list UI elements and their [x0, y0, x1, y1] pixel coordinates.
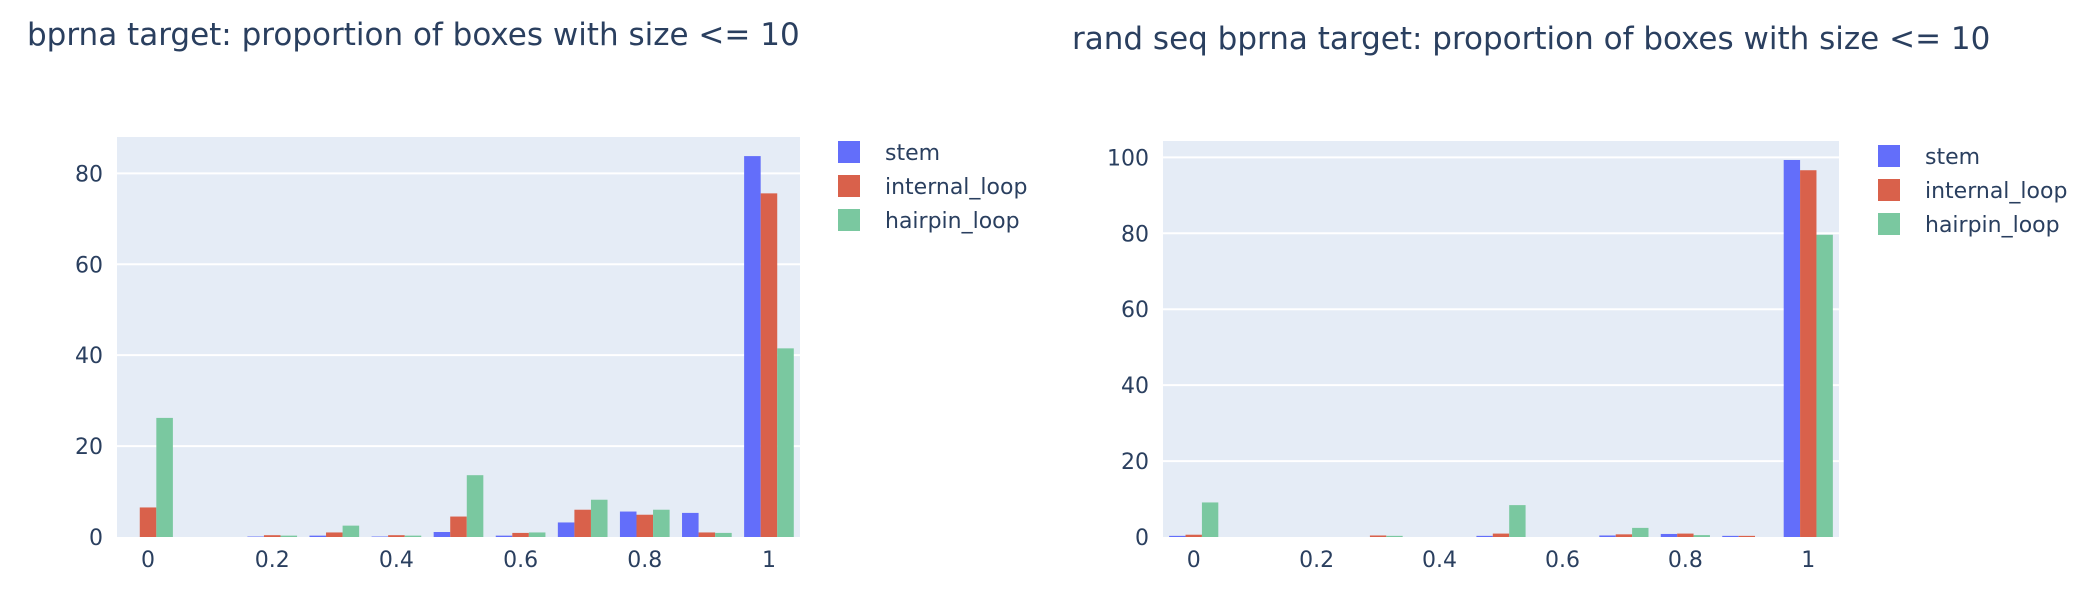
bar-internal-loop	[263, 535, 281, 537]
y-tick-label: 100	[1107, 146, 1149, 171]
bar-internal-loop	[698, 532, 716, 537]
bar-internal-loop	[512, 532, 529, 537]
bar-internal-loop	[1800, 170, 1817, 537]
x-tick-label: 0.4	[379, 548, 414, 573]
bar-hairpin-loop	[590, 499, 608, 537]
bar-hairpin-loop	[1201, 502, 1219, 537]
x-tick-label: 0.8	[627, 548, 662, 573]
legend-label: hairpin_loop	[1925, 213, 2060, 238]
x-tick-label: 0.8	[1668, 548, 1703, 573]
plot-area	[1163, 141, 1839, 537]
bar-hairpin-loop	[466, 475, 484, 537]
bar-hairpin-loop	[1816, 234, 1833, 537]
chart-title: bprna target: proportion of boxes with s…	[27, 17, 800, 53]
legend-swatch	[1878, 145, 1900, 167]
y-tick-label: 0	[1135, 526, 1149, 551]
bar-internal-loop	[1677, 533, 1694, 537]
bar-hairpin-loop	[528, 532, 546, 537]
y-tick-label: 60	[75, 253, 103, 278]
legend-swatch	[838, 209, 860, 231]
x-tick-label: 1	[1801, 548, 1815, 573]
bar-stem	[1169, 535, 1186, 537]
bar-hairpin-loop	[1693, 535, 1710, 537]
bar-hairpin-loop	[404, 535, 422, 537]
bar-stem	[682, 512, 699, 537]
bar-internal-loop	[574, 509, 591, 537]
chart-svg: 0 20 40 60 80 100 0 0.2 0.4 0.6 0.8 1 stem internal_l…	[1107, 141, 2067, 573]
x-tick-label: 0.2	[1299, 548, 1334, 573]
chart-right: rand seq bprna target: proportion of box…	[1046, 0, 2092, 594]
legend-swatch	[838, 175, 860, 197]
legend-label: internal_loop	[1925, 179, 2067, 204]
bar-internal-loop	[760, 193, 778, 537]
legend-swatch	[1878, 213, 1900, 235]
bar-internal-loop	[1185, 534, 1202, 537]
chart-svg: 0 20 40 60 80 0 0.2 0.4 0.6 0.8 1 stem internal_loop…	[75, 137, 1027, 573]
bar-internal-loop	[1615, 534, 1633, 537]
bar-stem	[557, 522, 575, 537]
legend-label: internal_loop	[885, 175, 1027, 200]
x-tick-label: 1	[762, 548, 776, 573]
bar-internal-loop	[388, 535, 405, 537]
bar-hairpin-loop	[342, 525, 360, 537]
y-tick-label: 0	[89, 526, 103, 551]
bar-hairpin-loop	[1632, 527, 1649, 537]
y-tick-label: 80	[75, 162, 103, 187]
x-tick-label: 0.2	[255, 548, 290, 573]
bar-internal-loop	[450, 516, 467, 537]
chart-title: rand seq bprna target: proportion of box…	[1072, 21, 1991, 57]
legend-label: hairpin_loop	[885, 209, 1020, 234]
bar-stem	[433, 532, 451, 537]
legend-swatch	[838, 141, 860, 163]
legend-label: stem	[1925, 145, 1980, 170]
x-tick-label: 0.4	[1422, 548, 1457, 573]
bar-hairpin-loop	[777, 348, 794, 537]
bar-internal-loop	[1369, 535, 1387, 537]
bar-stem	[1476, 535, 1493, 537]
legend-swatch	[1878, 179, 1900, 201]
bar-stem	[309, 535, 327, 537]
bar-stem	[495, 535, 513, 537]
y-tick-label: 40	[75, 344, 103, 369]
chart-left: bprna target: proportion of boxes with s…	[27, 17, 1027, 573]
bar-internal-loop	[1492, 533, 1510, 537]
bar-stem	[744, 156, 761, 537]
plot-area	[117, 137, 800, 537]
bar-stem	[1783, 159, 1801, 537]
y-tick-label: 80	[1121, 222, 1149, 247]
y-tick-label: 20	[1121, 450, 1149, 475]
x-tick-label: 0	[141, 548, 155, 573]
bar-internal-loop	[326, 532, 343, 537]
bar-stem	[1599, 535, 1616, 537]
legend-label: stem	[885, 141, 940, 166]
y-tick-label: 60	[1121, 298, 1149, 323]
bar-hairpin-loop	[715, 532, 732, 537]
bar-hairpin-loop	[156, 417, 173, 537]
bar-stem	[1722, 535, 1739, 537]
bar-internal-loop	[1738, 535, 1756, 537]
bar-internal-loop	[139, 507, 157, 537]
bar-hairpin-loop	[653, 509, 670, 537]
bar-hairpin-loop	[1509, 505, 1526, 537]
x-tick-label: 0.6	[503, 548, 538, 573]
bar-stem	[619, 511, 637, 537]
bar-hairpin-loop	[280, 535, 298, 537]
bar-internal-loop	[636, 514, 654, 537]
x-tick-label: 0	[1187, 548, 1201, 573]
bar-hairpin-loop	[1386, 535, 1403, 537]
y-tick-label: 20	[75, 435, 103, 460]
bar-stem	[1660, 533, 1678, 537]
y-tick-label: 40	[1121, 374, 1149, 399]
x-tick-label: 0.6	[1545, 548, 1580, 573]
